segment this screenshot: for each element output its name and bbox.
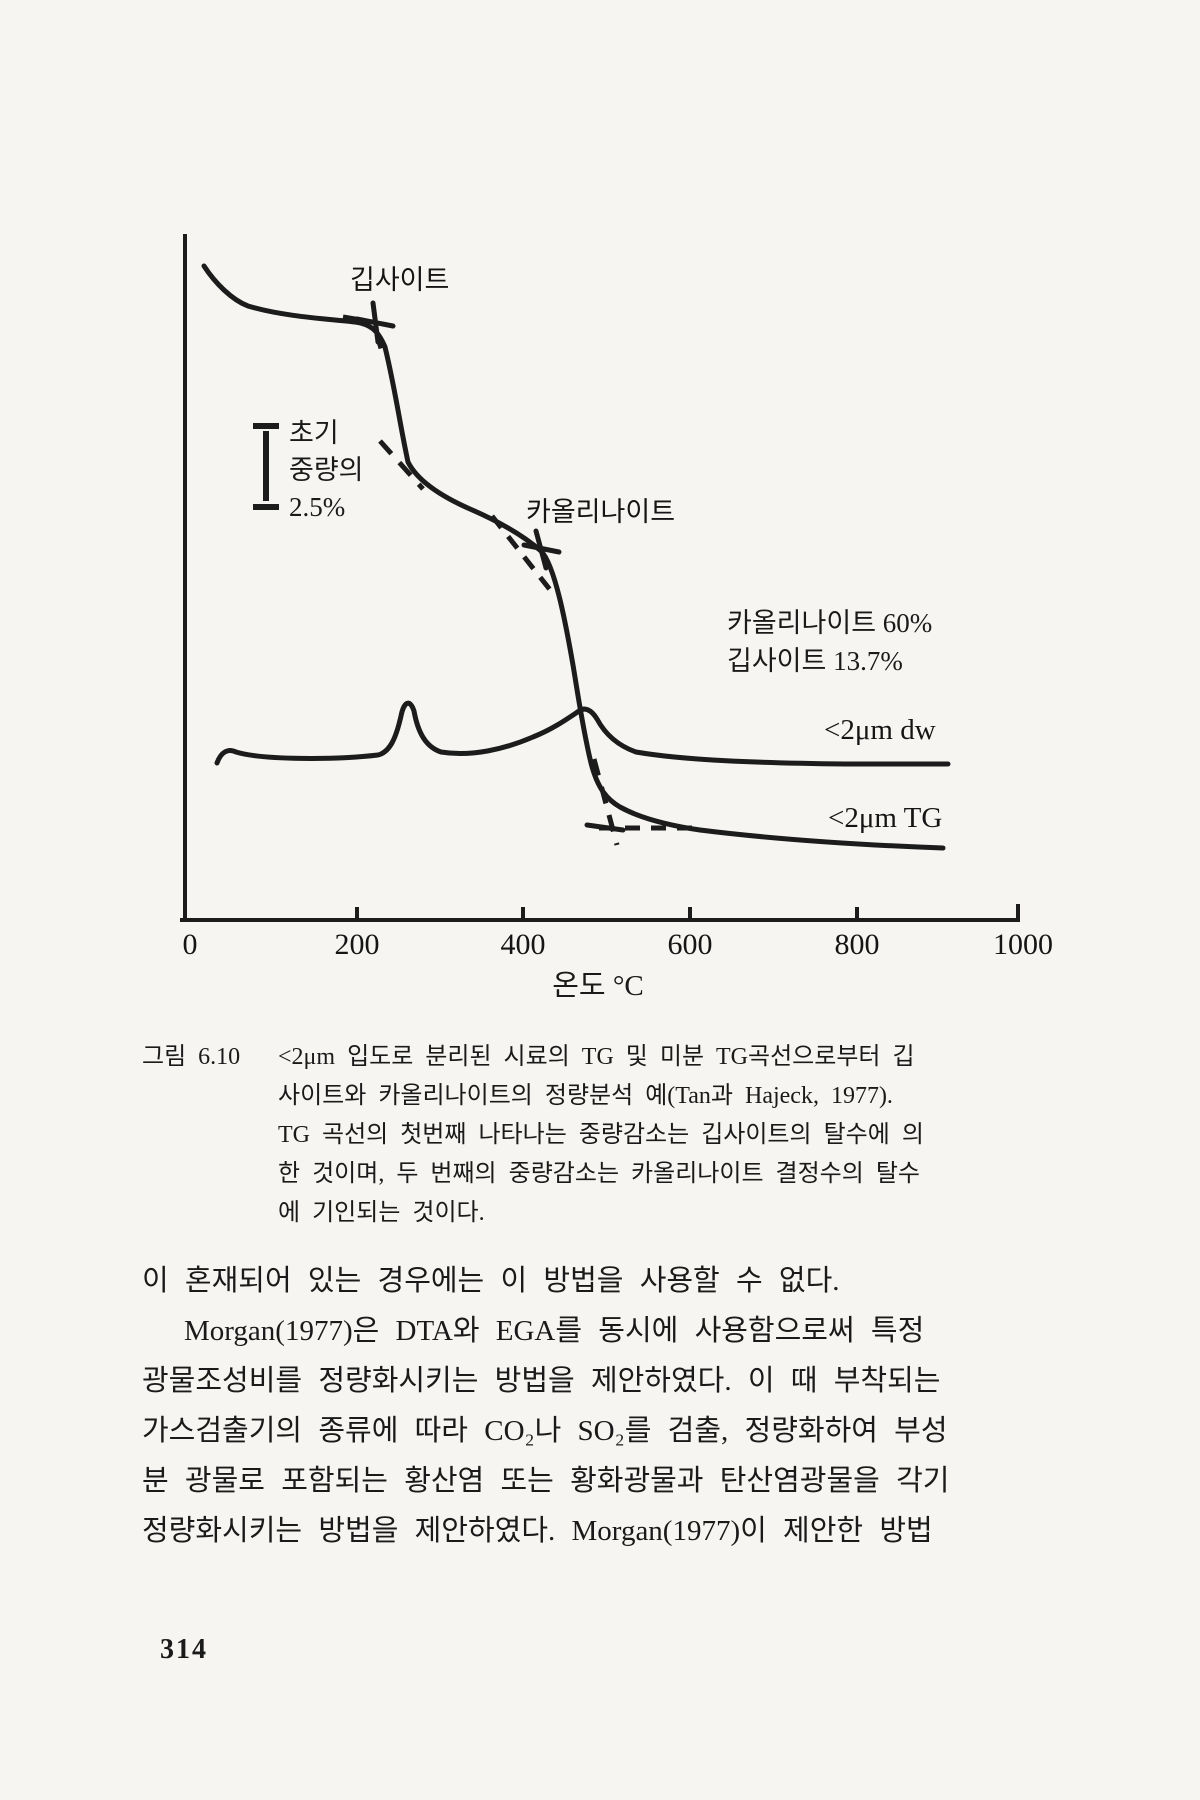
x-tick-400: 400 (500, 928, 546, 961)
body-line-2: Morgan(1977)은 DTA와 EGA를 동시에 사용함으로써 특정 (184, 1315, 925, 1347)
x-tick-600: 600 (667, 928, 713, 961)
kaolinite-tangent-dash (490, 514, 553, 593)
initial-weight-line-2: 중량의 (289, 455, 364, 485)
caption-line-2: 사이트와 카올리나이트의 정량분석 예(Tan과 Hajeck, 1977). (278, 1083, 893, 1109)
x-tick-0: 0 (182, 928, 198, 961)
initial-weight-line-1: 초기 (289, 418, 339, 448)
x-tick-1000: 1000 (993, 928, 1053, 961)
kaolinite-label: 카올리나이트 (526, 497, 676, 527)
body-line-5: 분 광물로 포함되는 황산염 또는 황화광물과 탄산염광물을 각기 (142, 1465, 950, 1497)
initial-weight-line-3: 2.5% (289, 492, 346, 522)
kaolinite-cross-marker (521, 528, 562, 571)
dw-curve-label: <2μm dw (824, 714, 936, 746)
kink-tangent-dash (378, 439, 425, 491)
weight-scale-bar-caps (253, 423, 279, 510)
quantification-result: 카올리나이트 60% 깁사이트 13.7% (727, 604, 932, 680)
page-number: 314 (160, 1634, 208, 1665)
kaolinite-percent-label: 카올리나이트 60% (727, 608, 933, 638)
gibbsite-label: 깁사이트 (350, 265, 450, 295)
tg-curve-label: <2μm TG (828, 802, 943, 834)
body-line-3: 광물조성비를 정량화시키는 방법을 제안하였다. 이 때 부착되는 (142, 1365, 941, 1397)
tg-figure: 깁사이트 초기 중량의 2.5% 카올리나이트 카올리나이트 60% 깁사이트 … (180, 234, 1053, 1002)
figure-number-label: 그림 6.10 (142, 1044, 241, 1070)
x-axis-title: 온도 °C (552, 970, 644, 1002)
caption-line-3: TG 곡선의 첫번째 나타나는 중량감소는 깁사이트의 탈수에 의 (278, 1122, 924, 1148)
x-tick-200: 200 (334, 928, 380, 961)
initial-weight-scale-label: 초기 중량의 2.5% (289, 415, 364, 526)
axes-path (180, 234, 1020, 922)
figure-caption: 그림 6.10 <2μm 입도로 분리된 시료의 TG 및 미분 TG곡선으로부… (142, 1038, 952, 1233)
caption-line-4: 한 것이며, 두 번째의 중량감소는 카올리나이트 결정수의 탈수 (278, 1161, 920, 1187)
endpoint-tick-marker (584, 822, 626, 833)
x-axis-ticks (355, 904, 1020, 922)
tg-chart-canvas (180, 234, 1020, 922)
caption-line-1: <2μm 입도로 분리된 시료의 TG 및 미분 TG곡선으로부터 깁 (278, 1044, 915, 1070)
gibbsite-percent-label: 깁사이트 13.7% (727, 646, 903, 676)
body-line-6: 정량화시키는 방법을 제안하였다. Morgan(1977)이 제안한 방법 (142, 1515, 933, 1547)
caption-line-5: 에 기인되는 것이다. (278, 1200, 485, 1226)
gibbsite-cross-marker (354, 300, 396, 345)
body-line-4: 가스검출기의 종류에 따라 CO₂나 SO₂를 검출, 정량화하여 부성 (142, 1415, 948, 1447)
dtg-curve (214, 700, 951, 767)
x-tick-800: 800 (834, 928, 880, 961)
body-text: 이 혼재되어 있는 경우에는 이 방법을 사용할 수 없다. Morgan(19… (142, 1256, 952, 1556)
body-line-1: 이 혼재되어 있는 경우에는 이 방법을 사용할 수 없다. (142, 1265, 840, 1297)
